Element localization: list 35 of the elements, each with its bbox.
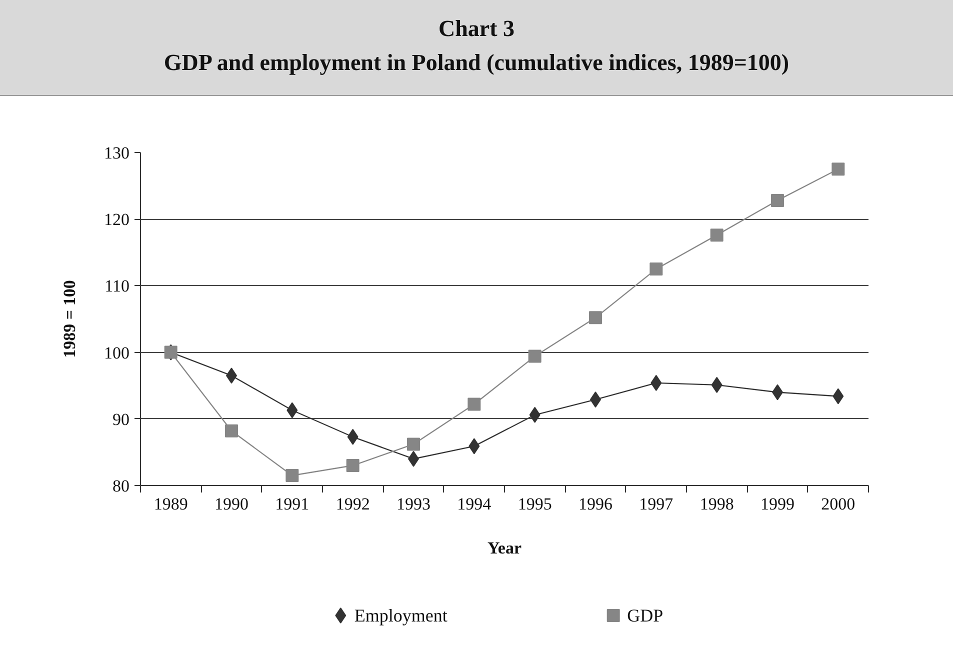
x-tick-label: 1991 — [275, 494, 310, 514]
point — [528, 350, 542, 363]
point — [346, 459, 360, 472]
point — [771, 194, 784, 207]
y-tick-label: 110 — [104, 276, 130, 296]
point — [832, 162, 845, 176]
point — [468, 398, 481, 411]
legend-label: Employment — [354, 606, 448, 626]
point — [225, 424, 238, 438]
y-axis-title: 1989 = 100 — [60, 280, 79, 358]
x-tick-label: 1990 — [214, 494, 248, 514]
x-tick-label: 1999 — [760, 494, 794, 514]
point — [286, 469, 299, 482]
x-tick-label: 1997 — [639, 494, 674, 514]
x-tick-label: 1998 — [700, 494, 734, 514]
x-tick-label: 1989 — [154, 494, 188, 514]
y-tick-label: 120 — [104, 210, 130, 230]
chart-subtitle: GDP and employment in Poland (cumulative indices, 1989=100) — [164, 50, 790, 75]
x-tick-label: 1995 — [518, 494, 552, 514]
y-tick-label: 90 — [112, 410, 130, 429]
y-tick-label: 80 — [112, 476, 130, 496]
point — [589, 311, 602, 324]
chart-title: Chart 3 — [438, 16, 514, 41]
x-tick-label: 2000 — [821, 494, 856, 514]
x-tick-label: 1993 — [396, 494, 430, 514]
x-tick-label: 1996 — [578, 494, 612, 514]
x-axis-title: Year — [488, 538, 522, 558]
point — [710, 228, 724, 242]
point — [407, 438, 420, 451]
point — [650, 262, 663, 276]
y-tick-label: 130 — [104, 144, 130, 162]
x-tick-label: 1994 — [457, 494, 492, 514]
legend-label: GDP — [627, 606, 664, 626]
y-tick-label: 100 — [104, 343, 130, 362]
x-tick-label: 1992 — [336, 494, 370, 514]
